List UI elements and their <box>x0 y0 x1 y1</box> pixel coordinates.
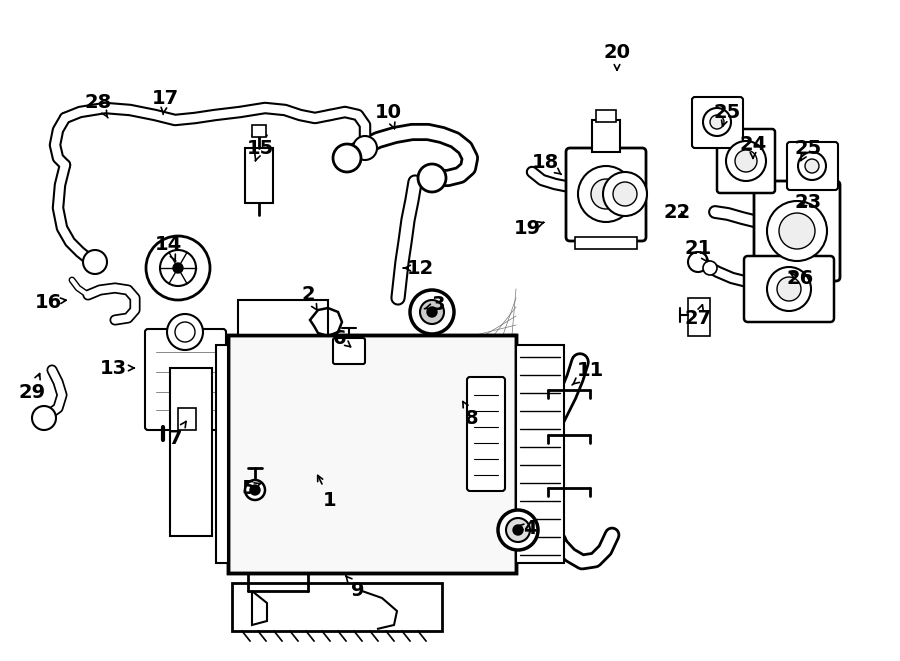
Text: 28: 28 <box>85 93 112 118</box>
Circle shape <box>167 314 203 350</box>
Text: 25: 25 <box>714 102 741 126</box>
Text: 29: 29 <box>18 373 46 401</box>
Text: 27: 27 <box>684 305 712 327</box>
Bar <box>252 125 266 137</box>
Text: 2: 2 <box>302 286 318 311</box>
Circle shape <box>410 290 454 334</box>
Text: 11: 11 <box>572 360 604 385</box>
Text: 16: 16 <box>34 293 66 311</box>
Circle shape <box>506 518 530 542</box>
Circle shape <box>613 182 637 206</box>
Text: 1: 1 <box>318 475 337 510</box>
Circle shape <box>726 141 766 181</box>
Circle shape <box>175 322 195 342</box>
Text: 15: 15 <box>247 139 274 161</box>
Bar <box>178 408 196 430</box>
Circle shape <box>703 108 731 136</box>
FancyBboxPatch shape <box>566 148 646 241</box>
Bar <box>575 237 637 249</box>
Bar <box>216 345 228 563</box>
Text: 13: 13 <box>99 358 134 377</box>
Text: 14: 14 <box>155 235 182 261</box>
Circle shape <box>245 480 265 500</box>
Text: 3: 3 <box>425 295 445 315</box>
FancyBboxPatch shape <box>232 583 442 631</box>
FancyBboxPatch shape <box>744 256 834 322</box>
Circle shape <box>703 261 717 275</box>
Text: 17: 17 <box>151 89 178 114</box>
FancyBboxPatch shape <box>717 129 775 193</box>
Bar <box>170 368 212 536</box>
Circle shape <box>767 267 811 311</box>
Circle shape <box>173 263 183 273</box>
Circle shape <box>427 307 437 317</box>
Circle shape <box>735 150 757 172</box>
Text: 19: 19 <box>513 219 544 237</box>
Text: 5: 5 <box>241 479 262 498</box>
Text: 23: 23 <box>795 192 822 212</box>
FancyBboxPatch shape <box>333 338 365 364</box>
Circle shape <box>353 136 377 160</box>
Text: 24: 24 <box>740 136 767 158</box>
Bar <box>596 110 616 122</box>
Text: 8: 8 <box>463 401 479 428</box>
Circle shape <box>578 166 634 222</box>
Text: 18: 18 <box>531 153 562 175</box>
Text: 12: 12 <box>403 258 434 278</box>
Circle shape <box>777 277 801 301</box>
Circle shape <box>333 144 361 172</box>
Circle shape <box>498 510 538 550</box>
Text: 21: 21 <box>684 239 712 262</box>
Bar <box>592 120 620 152</box>
Text: 22: 22 <box>663 202 690 221</box>
Circle shape <box>83 250 107 274</box>
Circle shape <box>160 250 196 286</box>
Circle shape <box>688 252 708 272</box>
Circle shape <box>146 236 210 300</box>
Circle shape <box>805 159 819 173</box>
Circle shape <box>32 406 56 430</box>
Bar <box>245 148 273 203</box>
Bar <box>238 300 328 335</box>
Text: 26: 26 <box>787 268 814 288</box>
Circle shape <box>779 213 815 249</box>
Text: 10: 10 <box>374 102 401 129</box>
Circle shape <box>420 300 444 324</box>
Circle shape <box>513 525 523 535</box>
Circle shape <box>591 179 621 209</box>
Text: 20: 20 <box>604 42 631 70</box>
Bar <box>516 345 564 563</box>
Bar <box>688 298 710 336</box>
Circle shape <box>798 152 826 180</box>
Circle shape <box>418 164 446 192</box>
Text: 6: 6 <box>333 329 351 348</box>
Bar <box>228 335 516 573</box>
Circle shape <box>767 201 827 261</box>
Bar <box>228 335 516 573</box>
FancyBboxPatch shape <box>754 181 840 281</box>
Circle shape <box>710 115 724 129</box>
Text: 4: 4 <box>517 518 536 537</box>
FancyBboxPatch shape <box>787 142 838 190</box>
Circle shape <box>603 172 647 216</box>
FancyBboxPatch shape <box>692 97 743 148</box>
Circle shape <box>250 485 260 495</box>
Text: 7: 7 <box>168 422 186 447</box>
Text: 25: 25 <box>795 139 822 161</box>
FancyBboxPatch shape <box>145 329 226 430</box>
FancyBboxPatch shape <box>467 377 505 491</box>
Text: 9: 9 <box>346 576 365 600</box>
